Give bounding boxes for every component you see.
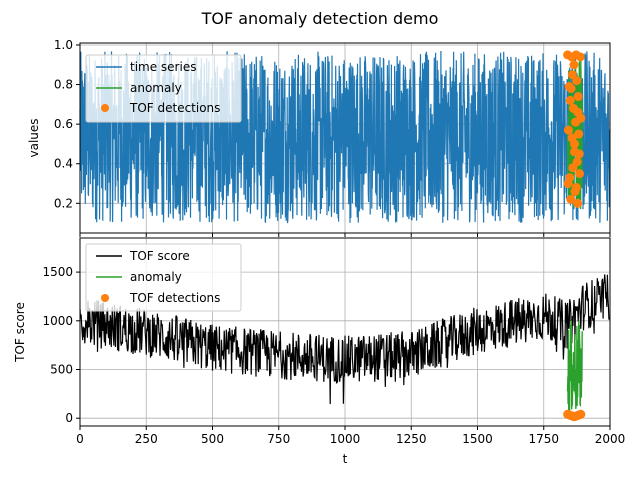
x-tick-label: 250 bbox=[135, 432, 158, 446]
top-subplot: 0.2 0.4 0.6 0.8 1.0 values time series anoma… bbox=[27, 38, 611, 237]
top-legend: time series anomaly TOF detections bbox=[85, 54, 242, 123]
tof-detection-point bbox=[569, 139, 579, 149]
x-tick-label: 1000 bbox=[330, 432, 361, 446]
legend-detections-label: TOF detections bbox=[129, 291, 220, 305]
y-tick-label: 1.0 bbox=[54, 38, 73, 52]
x-tick-label: 1500 bbox=[462, 432, 493, 446]
tof-detection-point bbox=[573, 198, 583, 208]
tof-detection-point bbox=[574, 129, 584, 139]
x-tick-label: 0 bbox=[76, 432, 84, 446]
top-legend-box bbox=[85, 54, 242, 123]
x-tick-label: 1750 bbox=[528, 432, 559, 446]
bottom-xlabel: t bbox=[343, 452, 348, 466]
tof-detection-point bbox=[575, 52, 585, 62]
bottom-legend: TOF score anomaly TOF detections bbox=[85, 243, 242, 312]
bottom-subplot: 0 250 500 750 1000 1250 1500 1750 2000 0 500 1000 15… bbox=[13, 237, 625, 466]
legend-detections-label: TOF detections bbox=[129, 101, 220, 115]
bottom-plot-area bbox=[79, 274, 610, 422]
tof-detection-point bbox=[572, 157, 582, 167]
x-tick-label: 1250 bbox=[396, 432, 427, 446]
legend-anomaly-label: anomaly bbox=[130, 270, 182, 284]
tof-detection-point bbox=[563, 125, 573, 135]
tof-detection-point bbox=[563, 179, 573, 189]
y-tick-label: 1000 bbox=[42, 314, 73, 328]
legend-series-label: time series bbox=[130, 60, 196, 74]
tof-detection-point bbox=[573, 91, 583, 101]
tof-detection-point bbox=[571, 182, 581, 192]
legend-detections-marker bbox=[101, 104, 109, 112]
legend-anomaly-label: anomaly bbox=[130, 81, 182, 95]
tof-detection-point bbox=[565, 95, 575, 105]
bottom-legend-box bbox=[85, 243, 242, 312]
y-tick-label: 500 bbox=[50, 363, 73, 377]
y-tick-label: 1500 bbox=[42, 265, 73, 279]
time-series-line bbox=[79, 50, 611, 224]
x-tick-label: 2000 bbox=[595, 432, 626, 446]
tof-detection-point bbox=[576, 409, 586, 419]
tof-score-line bbox=[79, 274, 610, 405]
tof-detection-point bbox=[567, 70, 577, 80]
bottom-ticks: 0 250 500 750 1000 1250 1500 1750 2000 0 500 1000 15… bbox=[42, 265, 625, 446]
x-tick-label: 500 bbox=[201, 432, 224, 446]
legend-detections-marker bbox=[101, 294, 109, 302]
y-tick-label: 0.6 bbox=[54, 117, 73, 131]
tof-detection-point bbox=[566, 84, 576, 94]
y-tick-label: 0 bbox=[65, 411, 73, 425]
tof-detection-point bbox=[575, 169, 585, 179]
y-tick-label: 0.2 bbox=[54, 196, 73, 210]
tof-detection-point bbox=[569, 60, 579, 70]
y-tick-label: 0.8 bbox=[54, 78, 73, 92]
figure-title: TOF anomaly detection demo bbox=[201, 9, 439, 28]
anomaly-line bbox=[566, 320, 583, 414]
top-plot-area bbox=[79, 50, 611, 224]
x-tick-label: 750 bbox=[267, 432, 290, 446]
tof-detection-point bbox=[574, 149, 584, 159]
tof-detection-point bbox=[566, 194, 576, 204]
tof-detection-point bbox=[573, 107, 583, 117]
top-ylabel: values bbox=[27, 118, 41, 157]
legend-score-label: TOF score bbox=[129, 249, 190, 263]
y-tick-label: 0.4 bbox=[54, 157, 73, 171]
top-ticks: 0.2 0.4 0.6 0.8 1.0 bbox=[54, 38, 611, 237]
bottom-ylabel: TOF score bbox=[13, 302, 27, 363]
